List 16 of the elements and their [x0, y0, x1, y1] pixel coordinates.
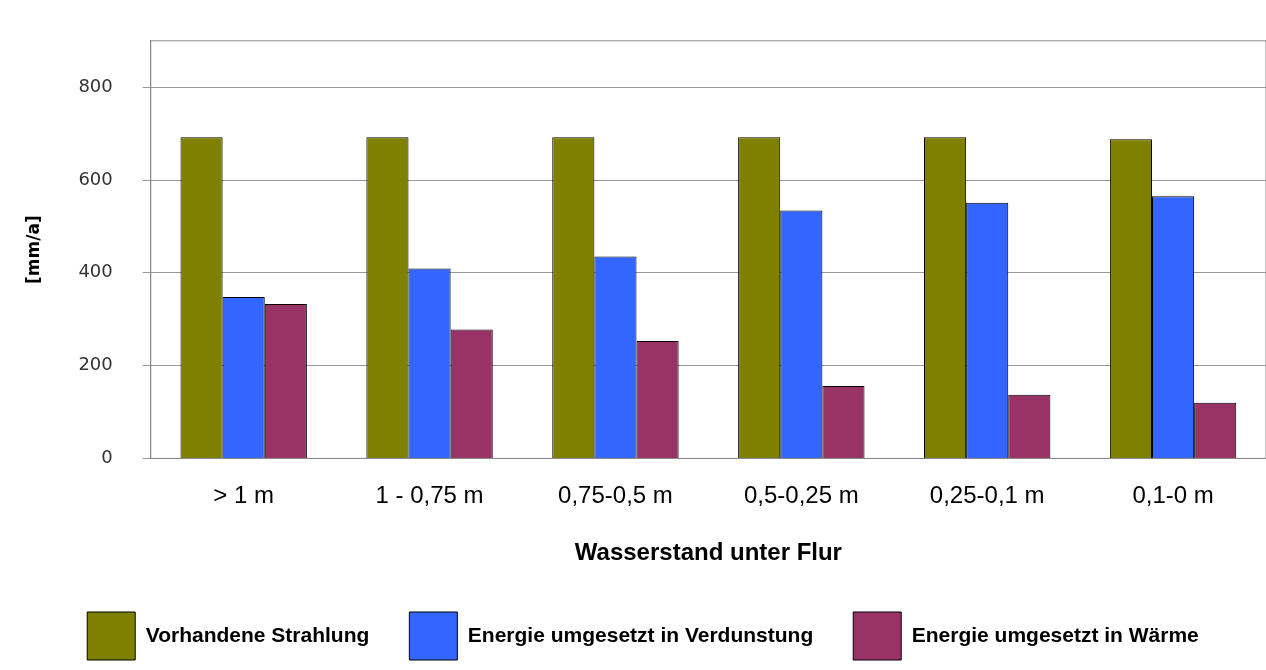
y-tick-label: 200: [78, 353, 113, 375]
y-tick-label: 400: [78, 260, 113, 282]
x-tick-label: 0,75-0,5 m: [558, 481, 673, 509]
y-tick-label: 600: [78, 167, 113, 189]
x-tick-label: 0,25-0,1 m: [929, 481, 1045, 509]
y-axis-title: [mm/a]: [22, 215, 43, 284]
x-axis-title: Wasserstand unter Flur: [574, 538, 842, 566]
x-tick-label: 1 - 0,75 m: [375, 481, 484, 509]
x-tick-label: > 1 m: [213, 481, 275, 509]
y-tick-label: 0: [101, 446, 113, 468]
y-tick-label: 800: [78, 74, 113, 96]
x-tick-label: 0,1-0 m: [1132, 481, 1214, 509]
x-tick-label: 0,5-0,25 m: [743, 481, 859, 509]
legend-label: Energie umgesetzt in Verdunstung: [467, 622, 814, 646]
legend-label: Energie umgesetzt in Wärme: [911, 622, 1199, 646]
legend-label: Vorhandene Strahlung: [145, 622, 370, 646]
